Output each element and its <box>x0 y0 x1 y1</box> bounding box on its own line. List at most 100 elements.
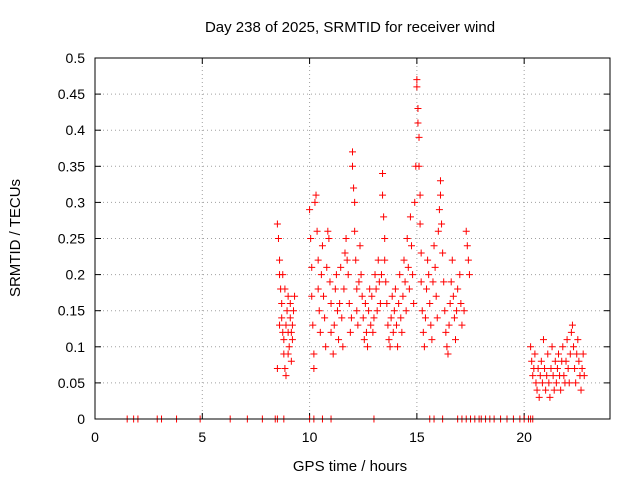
data-point <box>410 299 418 307</box>
data-point <box>444 350 452 358</box>
data-point <box>546 393 554 401</box>
data-point <box>327 299 335 307</box>
data-point <box>548 343 556 351</box>
data-point <box>453 307 461 315</box>
data-point <box>460 307 468 315</box>
chart-title: Day 238 of 2025, SRMTID for receiver win… <box>205 19 495 36</box>
data-point <box>413 76 421 84</box>
data-point <box>458 321 466 329</box>
x-tick-label: 5 <box>198 429 206 445</box>
data-point <box>379 170 387 178</box>
data-point <box>446 299 454 307</box>
data-point <box>445 321 453 329</box>
data-point <box>427 321 435 329</box>
data-point <box>373 307 381 315</box>
data-point <box>311 198 319 206</box>
data-point <box>420 343 428 351</box>
data-point <box>419 328 427 336</box>
tick-labels: 0 0.05 0.1 0.15 0.2 0.25 0.3 0.35 0.4 0.45 0.5 0 5 10… <box>58 50 532 445</box>
data-point <box>464 256 472 264</box>
data-point <box>432 292 440 300</box>
data-point <box>280 336 288 344</box>
y-tick-label: 0.05 <box>58 375 85 391</box>
data-point <box>306 206 314 214</box>
data-point <box>357 271 365 279</box>
data-point <box>438 220 446 228</box>
axis-ticks <box>94 57 610 420</box>
data-point <box>579 350 587 358</box>
data-point <box>447 278 455 286</box>
data-point <box>372 285 380 293</box>
data-point <box>545 379 553 387</box>
data-point <box>368 292 376 300</box>
data-point <box>332 271 340 279</box>
data-point <box>414 105 422 113</box>
data-point <box>322 343 330 351</box>
data-point <box>283 307 291 315</box>
data-point <box>411 198 419 206</box>
y-tick-label: 0.3 <box>66 194 86 210</box>
data-point <box>571 364 579 372</box>
data-point <box>416 191 424 199</box>
data-point <box>533 386 541 394</box>
data-point <box>281 364 289 372</box>
data-point <box>442 328 450 336</box>
data-point <box>351 227 359 235</box>
data-point <box>369 328 377 336</box>
data-point <box>359 314 367 322</box>
data-point <box>575 357 583 365</box>
data-point <box>532 379 540 387</box>
data-point <box>288 321 296 329</box>
data-point <box>391 285 399 293</box>
data-point <box>367 321 375 329</box>
data-point <box>428 336 436 344</box>
data-point <box>443 343 451 351</box>
data-point <box>454 285 462 293</box>
data-point <box>417 249 425 257</box>
data-point <box>401 278 409 286</box>
data-point <box>341 249 349 257</box>
data-point <box>350 184 358 192</box>
data-point <box>274 235 282 242</box>
data-point <box>414 119 422 127</box>
data-point <box>324 227 332 235</box>
data-point <box>463 242 471 250</box>
data-point <box>287 357 295 365</box>
data-point <box>452 336 459 344</box>
data-point <box>402 307 410 315</box>
x-tick-label: 15 <box>409 429 425 445</box>
data-point <box>286 299 294 307</box>
y-tick-label: 0.35 <box>58 158 85 174</box>
data-point <box>338 314 346 322</box>
data-point <box>386 343 394 351</box>
data-point <box>308 263 316 271</box>
data-point <box>375 278 383 286</box>
data-point <box>563 336 571 344</box>
data-point <box>308 292 316 300</box>
y-tick-label: 0.4 <box>66 122 86 138</box>
data-point <box>578 364 586 372</box>
data-point <box>278 299 286 307</box>
data-point <box>559 343 567 351</box>
data-point <box>315 307 323 315</box>
data-point <box>339 343 347 351</box>
data-point <box>457 299 465 307</box>
data-point <box>365 307 373 315</box>
data-point <box>531 350 539 358</box>
data-point <box>361 299 369 307</box>
y-tick-label: 0.45 <box>58 86 85 102</box>
data-point <box>433 314 441 322</box>
data-point <box>351 198 359 206</box>
data-point <box>465 271 473 279</box>
data-point <box>371 271 379 279</box>
data-point <box>440 278 448 286</box>
data-point <box>356 242 364 250</box>
data-point <box>439 249 447 257</box>
data-point <box>430 242 438 250</box>
data-point <box>321 314 329 322</box>
data-point <box>541 364 549 372</box>
data-point <box>286 314 294 322</box>
data-point <box>362 328 370 336</box>
data-point <box>342 235 350 242</box>
